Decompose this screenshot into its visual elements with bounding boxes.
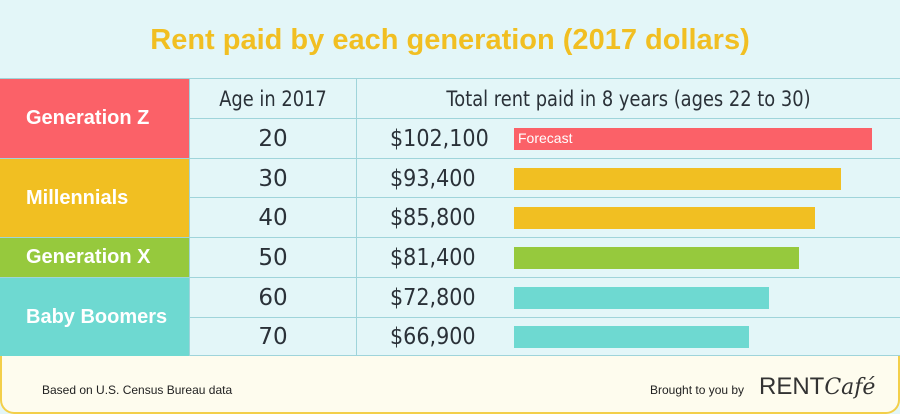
- logo-cafe-text: Café: [824, 375, 876, 400]
- group-divider: [0, 277, 900, 278]
- age-cell: 20: [258, 125, 288, 152]
- age-cell: 40: [258, 205, 288, 232]
- total-column-header: Total rent paid in 8 years (ages 22 to 3…: [446, 86, 811, 111]
- logo-rent-text: RENT: [759, 373, 825, 400]
- group-divider: [0, 158, 900, 159]
- age-cell: 60: [258, 284, 288, 311]
- rent-bar: Forecast: [514, 127, 872, 150]
- age-column-header: Age in 2017: [219, 86, 327, 111]
- rent-amount-label: $66,900: [390, 324, 476, 351]
- column-divider: [189, 79, 190, 357]
- generation-z-label: Generation Z: [0, 79, 189, 158]
- rentcafe-logo: RENT Café: [759, 373, 875, 401]
- column-divider: [356, 79, 357, 357]
- age-cell: 30: [258, 165, 288, 192]
- rent-bar: [514, 286, 770, 309]
- row-divider: [190, 317, 900, 318]
- group-divider: [0, 237, 900, 238]
- chart-title: Rent paid by each generation (2017 dolla…: [150, 24, 750, 56]
- age-cell: 70: [258, 324, 288, 351]
- rent-table: Generation Z Millennials Generation X Ba…: [0, 78, 900, 357]
- rent-bar: [514, 246, 800, 269]
- rent-amount-label: $72,800: [390, 284, 476, 311]
- rent-amount-label: $93,400: [390, 165, 476, 192]
- row-divider: [190, 118, 900, 119]
- rent-amount-label: $81,400: [390, 244, 476, 271]
- rent-bar: [514, 207, 815, 230]
- rent-amount-label: $85,800: [390, 205, 476, 232]
- rent-amount-label: $102,100: [390, 125, 489, 152]
- millennials-label: Millennials: [0, 159, 189, 237]
- rent-bar: [514, 326, 749, 349]
- source-note: Based on U.S. Census Bureau data: [42, 383, 233, 397]
- brought-by-text: Brought to you by: [650, 383, 745, 397]
- forecast-label: Forecast: [518, 129, 573, 146]
- row-divider: [190, 197, 900, 198]
- age-cell: 50: [258, 244, 288, 271]
- baby-boomers-label: Baby Boomers: [0, 278, 189, 357]
- rent-bar: [514, 167, 842, 190]
- generation-x-label: Generation X: [0, 238, 189, 277]
- footer: Based on U.S. Census Bureau data Brought…: [0, 356, 900, 414]
